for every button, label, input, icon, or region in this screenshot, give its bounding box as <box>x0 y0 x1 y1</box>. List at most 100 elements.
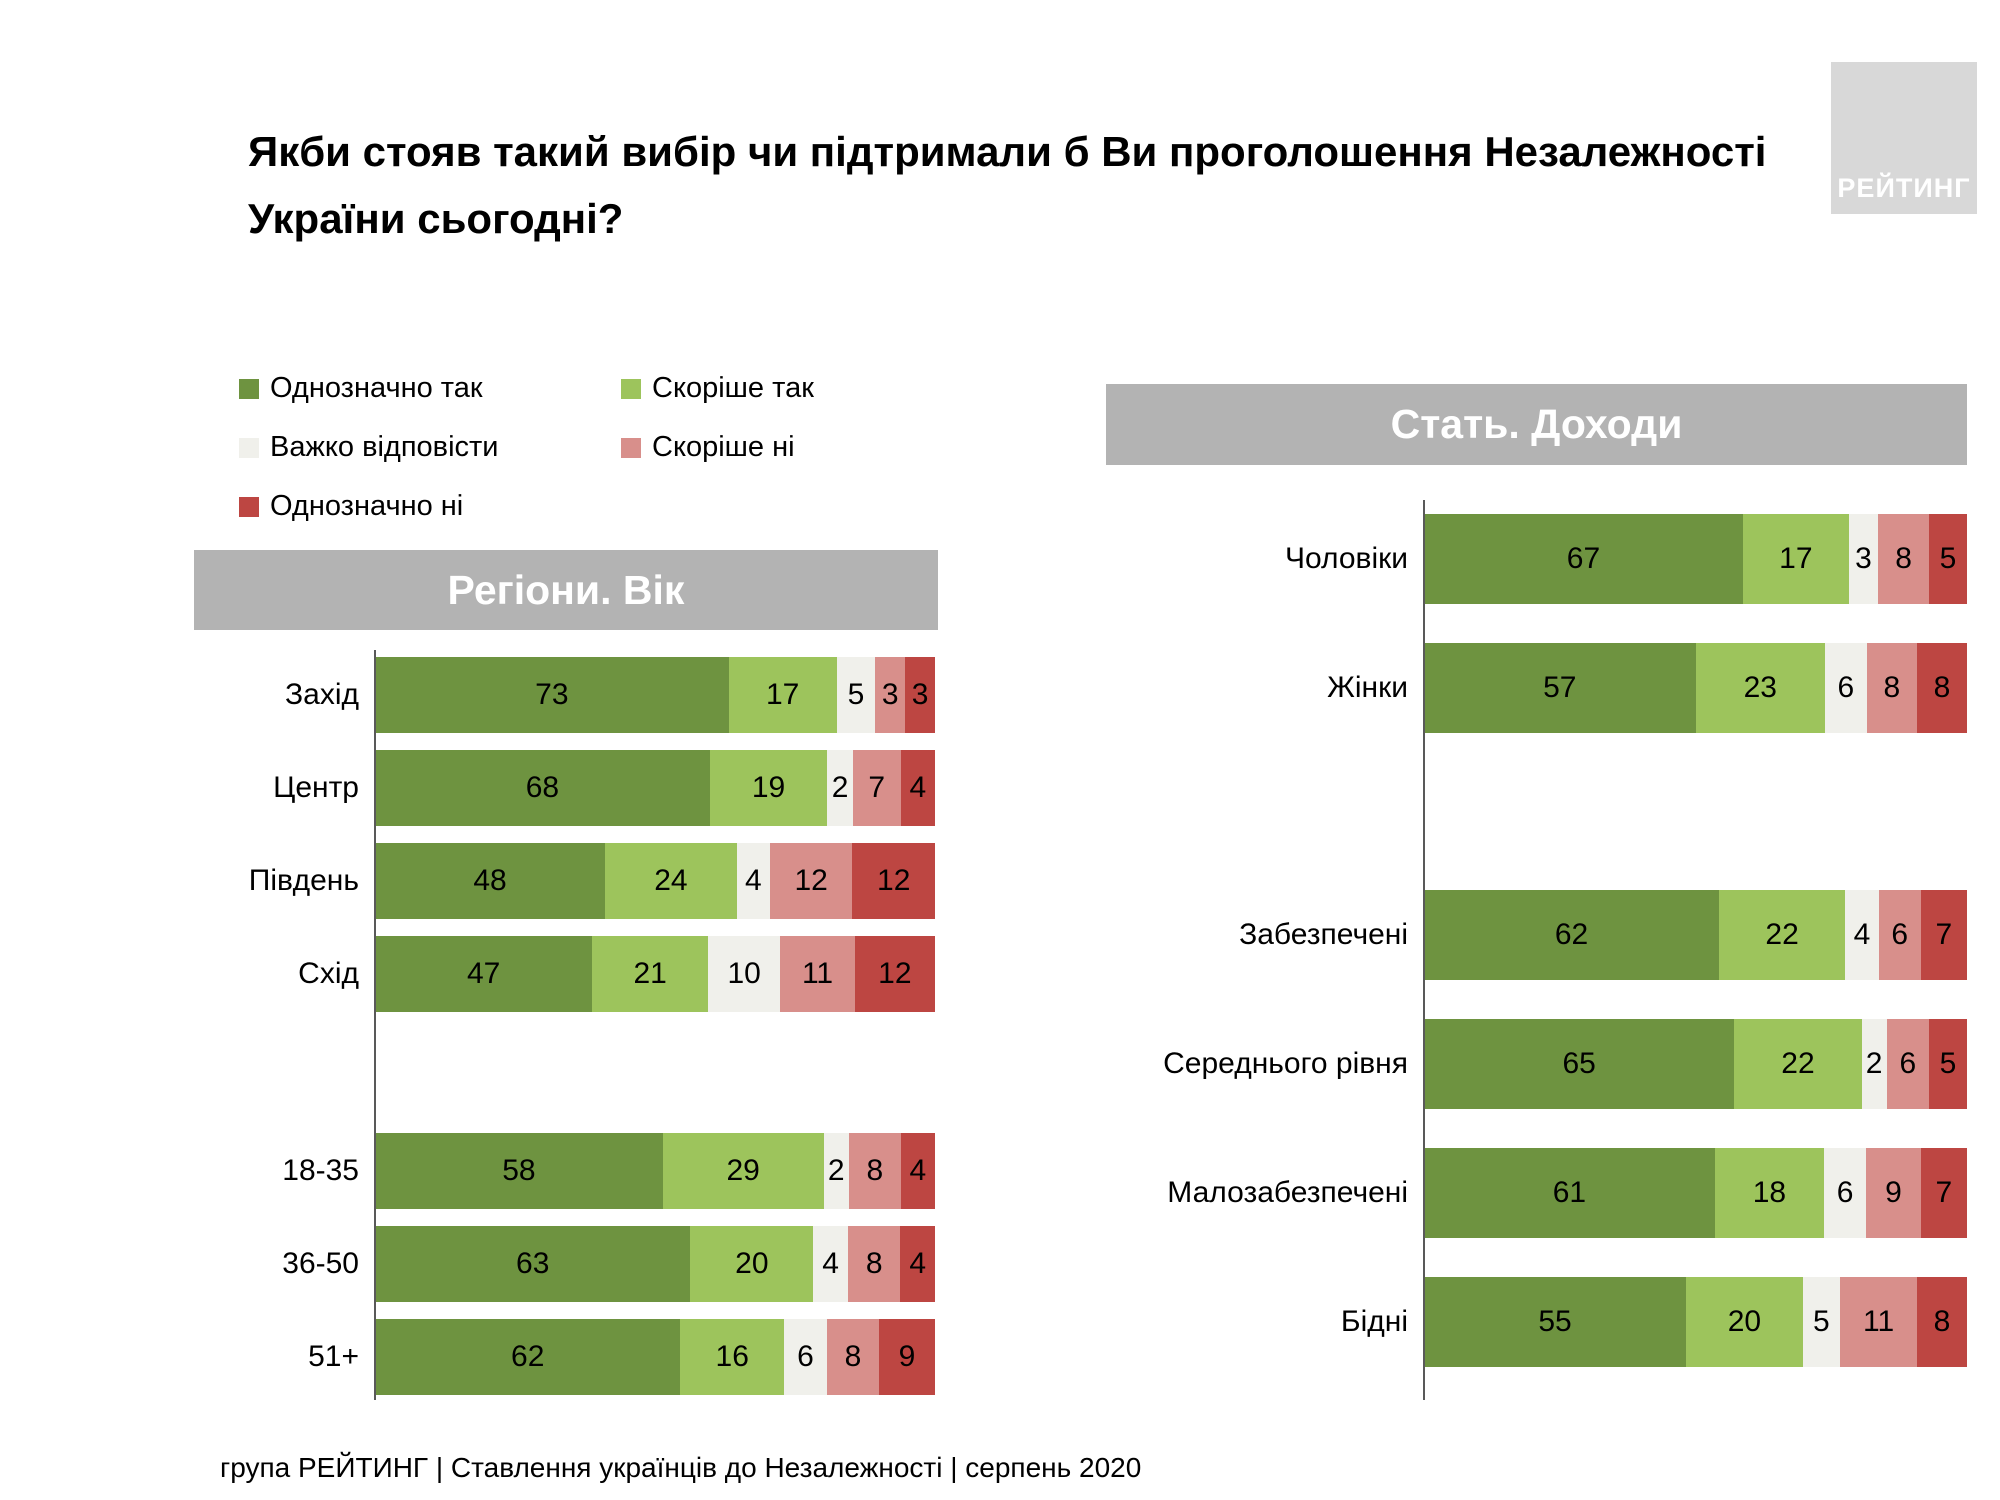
category-label: 18-35 <box>282 1154 359 1187</box>
segment-value: 65 <box>1562 1047 1596 1080</box>
bar-segment: 6 <box>1886 1019 1930 1109</box>
bar-segment: 16 <box>680 1319 785 1395</box>
bar-segment: 12 <box>854 936 935 1012</box>
bar-segment: 4 <box>813 1226 848 1302</box>
bar-segment: 20 <box>1686 1277 1803 1367</box>
page-title: Якби стояв такий вибір чи підтримали б В… <box>248 128 1767 243</box>
segment-value: 4 <box>745 864 762 897</box>
segment-value: 4 <box>1853 918 1871 951</box>
bar-segment: 7 <box>852 750 901 826</box>
bar-segment: 68 <box>375 750 710 826</box>
segment-value: 23 <box>1743 671 1777 704</box>
stacked-bar: 48 24 4 12 12 <box>375 843 935 919</box>
segment-value: 10 <box>727 957 761 990</box>
bar-segment: 8 <box>848 1133 901 1209</box>
bar-segment: 8 <box>847 1226 901 1302</box>
segment-value: 4 <box>822 1247 839 1280</box>
segment-value: 8 <box>1895 542 1912 575</box>
segment-value: 73 <box>535 678 569 711</box>
segment-value: 17 <box>1779 542 1813 575</box>
segment-value: 5 <box>1813 1305 1830 1338</box>
segment-value: 11 <box>1863 1305 1895 1338</box>
segment-value: 20 <box>1727 1305 1762 1338</box>
bar-segment: 12 <box>769 843 853 919</box>
bar-segment: 62 <box>1424 890 1719 980</box>
bar-segment: 8 <box>1916 643 1967 733</box>
segment-value: 29 <box>726 1154 760 1187</box>
stacked-bar: 61 18 6 9 7 <box>1424 1148 1967 1238</box>
segment-value: 6 <box>1837 671 1855 704</box>
bar-row: Бідні 55 20 5 11 8 <box>1106 1277 1967 1367</box>
stacked-bar: 63 20 4 8 4 <box>375 1226 935 1302</box>
bar-segment: 47 <box>375 936 593 1012</box>
legend-swatch <box>621 437 641 458</box>
left-panel-header: Регіони. Вік <box>194 550 938 630</box>
right-panel-header: Стать. Доходи <box>1106 384 1967 465</box>
axis-line <box>1423 500 1425 1400</box>
bar-segment: 57 <box>1424 643 1696 733</box>
bar-segment: 9 <box>878 1319 935 1395</box>
bar-row: Південь 48 24 4 12 12 <box>194 843 935 919</box>
segment-value: 55 <box>1538 1305 1572 1338</box>
bar-segment: 22 <box>1719 890 1846 980</box>
legend-item: Скоріше так <box>621 372 814 405</box>
category-label: Захід <box>285 678 359 711</box>
segment-value: 8 <box>1933 1305 1951 1338</box>
legend-swatch <box>239 496 259 517</box>
segment-value: 11 <box>801 957 834 990</box>
bar-segment: 23 <box>1695 643 1825 733</box>
legend-swatch <box>239 437 259 458</box>
segment-value: 8 <box>1883 671 1901 704</box>
stacked-bar: 65 22 2 6 5 <box>1424 1019 1968 1109</box>
bar-segment: 4 <box>900 1133 935 1209</box>
segment-value: 18 <box>1752 1176 1787 1209</box>
segment-value: 4 <box>909 1247 927 1280</box>
segment-value: 12 <box>878 957 912 990</box>
rating-logo-text: РЕЙТИНГ <box>1837 173 1971 203</box>
category-label: 36-50 <box>282 1247 359 1280</box>
legend-item: Однозначно так <box>239 372 621 405</box>
legend: Однозначно так Скоріше так Важко відповіст… <box>239 372 814 523</box>
segment-value: 3 <box>1855 542 1872 575</box>
segment-value: 6 <box>1899 1047 1917 1080</box>
category-label: Центр <box>273 771 359 804</box>
legend-label: Скоріше ні <box>652 431 795 463</box>
segment-value: 7 <box>1935 1176 1953 1209</box>
segment-value: 67 <box>1566 542 1601 575</box>
bar-segment: 4 <box>900 1226 935 1302</box>
stacked-bar: 47 21 10 11 12 <box>375 936 935 1012</box>
segment-value: 22 <box>1781 1047 1815 1080</box>
segment-value: 5 <box>1939 542 1957 575</box>
segment-value: 2 <box>1865 1047 1883 1080</box>
stacked-bar: 62 16 6 8 9 <box>375 1319 935 1395</box>
bar-segment: 7 <box>1920 1148 1967 1238</box>
bar-row: Схід 47 21 10 11 12 <box>194 936 935 1012</box>
legend-label: Однозначно так <box>270 372 483 404</box>
segment-value: 8 <box>844 1340 862 1373</box>
bar-segment: 17 <box>728 657 837 733</box>
segment-value: 12 <box>794 864 828 897</box>
legend-item: Важко відповісти <box>239 431 621 464</box>
bar-row: Жінки 57 23 6 8 8 <box>1106 643 1967 733</box>
legend-swatch <box>239 378 259 399</box>
segment-value: 5 <box>1939 1047 1957 1080</box>
segment-value: 20 <box>735 1247 769 1280</box>
bar-segment: 9 <box>1866 1148 1921 1238</box>
segment-value: 58 <box>502 1154 536 1187</box>
legend-label: Важко відповісти <box>270 431 499 463</box>
segment-value: 9 <box>1885 1176 1902 1209</box>
bar-segment: 5 <box>1929 1019 1968 1109</box>
bar-segment: 11 <box>780 936 855 1012</box>
segment-value: 62 <box>511 1340 545 1373</box>
bar-segment: 58 <box>375 1133 663 1209</box>
bar-segment: 3 <box>875 657 906 733</box>
legend-label: Скоріше так <box>652 372 814 404</box>
bar-segment: 8 <box>1917 1277 1967 1367</box>
legend-label: Однозначно ні <box>270 490 464 522</box>
bar-segment: 67 <box>1424 514 1743 604</box>
bar-segment: 62 <box>375 1319 681 1395</box>
segment-value: 3 <box>881 678 899 711</box>
category-label: Малозабезпечені <box>1167 1176 1408 1209</box>
segment-value: 17 <box>766 678 800 711</box>
segment-value: 6 <box>797 1340 814 1373</box>
